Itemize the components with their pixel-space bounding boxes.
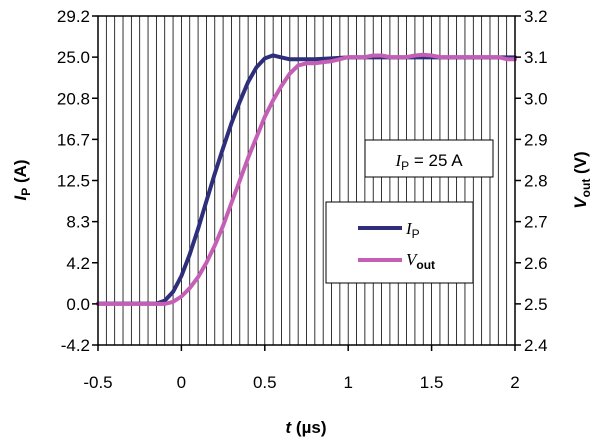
right-tick-label: 3.2 — [524, 7, 548, 26]
right-tick-label: 2.9 — [524, 130, 548, 149]
x-tick-label: 0 — [177, 373, 186, 392]
series-line-ip — [96, 53, 517, 306]
legend-frame — [325, 201, 474, 284]
left-tick-label: 4.2 — [66, 254, 90, 273]
y-right-title-unit: (V) — [571, 151, 590, 178]
y-left-title-sub: P — [19, 188, 33, 196]
right-axis: 3.2 3.1 3.0 2.9 2.8 2.7 2.6 2.5 2.4 — [515, 7, 548, 355]
legend-label-vout: Vout — [406, 250, 435, 272]
x-tick-label: 1.5 — [420, 373, 444, 392]
right-tick-label: 2.6 — [524, 254, 548, 273]
right-tick-label: 2.4 — [524, 336, 548, 355]
legend: IP Vout — [325, 201, 474, 284]
left-tick-label: 8.3 — [66, 213, 90, 232]
legend-label-ip: IP — [405, 219, 420, 241]
x-axis-title: t (µs) — [286, 418, 327, 437]
y-right-title-var: V — [571, 196, 590, 209]
y-right-axis-title: Vout (V) — [571, 151, 593, 208]
annotation-text: IP = 25 A — [394, 151, 463, 173]
legend-vout-sub: out — [416, 258, 435, 272]
x-tick-label: 0.5 — [253, 373, 277, 392]
x-tick-label: 1 — [343, 373, 352, 392]
left-tick-label: 0.0 — [66, 295, 90, 314]
left-tick-label: 25.0 — [57, 48, 90, 67]
x-tick-label: -0.5 — [83, 373, 112, 392]
annotation-var: I — [394, 151, 402, 170]
y-right-title-sub: out — [579, 179, 593, 198]
y-left-axis-title: IP (A) — [11, 159, 33, 200]
x-tick-label: 2 — [510, 373, 519, 392]
right-tick-label: 2.5 — [524, 295, 548, 314]
left-tick-label: 29.2 — [57, 7, 90, 26]
right-tick-label: 2.7 — [524, 213, 548, 232]
right-tick-label: 3.1 — [524, 48, 548, 67]
right-tick-label: 2.8 — [524, 172, 548, 191]
y-left-title-unit: (A) — [11, 159, 30, 187]
annotation-sub: P — [401, 159, 409, 173]
left-tick-label: -4.2 — [61, 336, 90, 355]
series-layer — [96, 52, 517, 306]
left-tick-label: 20.8 — [57, 89, 90, 108]
left-axis: 29.2 25.0 20.8 16.7 12.5 8.3 4.2 0.0 -4.2 — [57, 7, 98, 355]
legend-ip-sub: P — [412, 227, 420, 241]
legend-ip-var: I — [405, 219, 413, 238]
right-tick-label: 3.0 — [524, 89, 548, 108]
x-axis-title-var: t — [286, 418, 293, 437]
annotation-box: IP = 25 A — [364, 139, 494, 178]
annotation-frame — [364, 139, 494, 178]
annotation-value: = 25 A — [409, 151, 463, 170]
x-axis: -0.5 0 0.5 1 1.5 2 — [83, 345, 520, 392]
left-tick-label: 16.7 — [57, 130, 90, 149]
y-left-title-var: I — [11, 195, 30, 201]
left-tick-label: 12.5 — [57, 172, 90, 191]
series-line-vout — [96, 52, 517, 306]
x-axis-title-unit: (µs) — [291, 418, 326, 437]
legend-vout-var: V — [406, 250, 419, 269]
